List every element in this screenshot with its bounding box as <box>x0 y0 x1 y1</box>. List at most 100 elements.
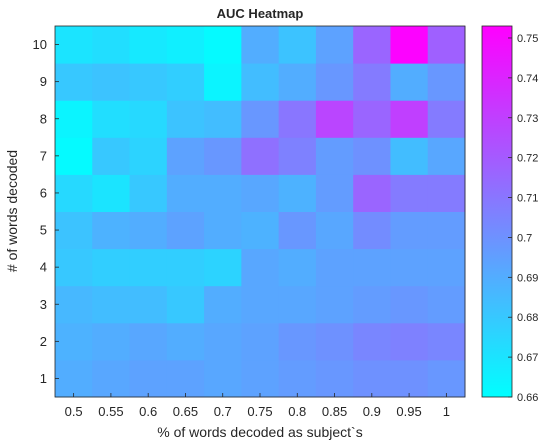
heatmap-cell <box>241 322 280 361</box>
heatmap-cell <box>92 137 131 175</box>
heatmap-cell <box>55 248 93 287</box>
heatmap-cells <box>55 26 466 398</box>
heatmap-cell <box>92 63 131 101</box>
y-axis-label: # of words decoded <box>4 150 20 272</box>
x-tick-label: 0.8 <box>288 404 306 419</box>
colorbar-tick-label: 0.75 <box>517 33 538 45</box>
heatmap-cell <box>390 100 429 138</box>
x-axis-label: % of words decoded as subject`s <box>157 424 362 440</box>
heatmap-cell <box>129 359 168 398</box>
heatmap-cell <box>353 285 391 324</box>
y-tick-label: 6 <box>40 185 47 200</box>
colorbar-tick-label: 0.66 <box>517 392 538 404</box>
heatmap-cell <box>315 248 354 287</box>
heatmap-cell <box>55 359 93 398</box>
y-tick-label: 8 <box>40 111 47 126</box>
heatmap-cell <box>278 359 317 398</box>
heatmap-cell <box>353 100 391 138</box>
heatmap-cell <box>129 174 168 212</box>
heatmap-cell <box>92 26 131 64</box>
colorbar-tick-label: 0.74 <box>517 73 538 85</box>
heatmap-cell <box>427 285 466 324</box>
heatmap-cell <box>390 137 429 175</box>
heatmap-cell <box>241 248 280 287</box>
heatmap-cell <box>129 100 168 138</box>
heatmap-cell <box>129 248 168 287</box>
heatmap-cell <box>166 174 205 212</box>
heatmap-cell <box>353 63 391 101</box>
heatmap-cell <box>353 211 391 250</box>
heatmap-cell <box>92 174 131 212</box>
heatmap-cell <box>204 211 242 250</box>
heatmap-cell <box>204 137 242 175</box>
heatmap-cell <box>427 174 466 212</box>
heatmap-cell <box>278 174 317 212</box>
heatmap-cell <box>427 100 466 138</box>
heatmap-cell <box>427 63 466 101</box>
x-tick-label: 1 <box>443 404 450 419</box>
heatmap-cell <box>55 285 93 324</box>
y-tick-label: 2 <box>40 334 47 349</box>
x-tick-label: 0.6 <box>139 404 157 419</box>
heatmap-cell <box>55 100 93 138</box>
heatmap-cell <box>55 174 93 212</box>
heatmap-cell <box>278 322 317 361</box>
x-tick-label: 0.85 <box>322 404 347 419</box>
heatmap-cell <box>427 137 466 175</box>
heatmap-cell <box>204 285 242 324</box>
heatmap-cell <box>129 26 168 64</box>
heatmap-cell <box>315 100 354 138</box>
y-tick-label: 1 <box>40 371 47 386</box>
heatmap-cell <box>315 211 354 250</box>
colorbar-tick-label: 0.68 <box>517 312 538 324</box>
heatmap-cell <box>129 322 168 361</box>
heatmap-cell <box>278 100 317 138</box>
heatmap-cell <box>55 322 93 361</box>
heatmap-cell <box>241 211 280 250</box>
heatmap-cell <box>390 248 429 287</box>
heatmap-cell <box>204 322 242 361</box>
heatmap-cell <box>390 211 429 250</box>
heatmap-cell <box>315 174 354 212</box>
heatmap-cell <box>241 285 280 324</box>
heatmap-cell <box>241 100 280 138</box>
heatmap-cell <box>390 63 429 101</box>
y-tick-label: 9 <box>40 74 47 89</box>
heatmap-cell <box>55 137 93 175</box>
heatmap-cell <box>390 26 429 64</box>
heatmap-cell <box>353 174 391 212</box>
x-tick-label: 0.9 <box>363 404 381 419</box>
heatmap-cell <box>390 359 429 398</box>
heatmap-cell <box>278 137 317 175</box>
y-tick-label: 3 <box>40 297 47 312</box>
heatmap-cell <box>427 359 466 398</box>
colorbar-tick-label: 0.71 <box>517 193 538 205</box>
heatmap-cell <box>427 26 466 64</box>
heatmap-cell <box>204 174 242 212</box>
heatmap-cell <box>92 359 131 398</box>
y-axis-ticks: 1 2 3 4 5 6 7 8 9 10 <box>33 37 59 386</box>
heatmap-cell <box>166 26 205 64</box>
heatmap-cell <box>315 359 354 398</box>
heatmap-cell <box>166 322 205 361</box>
colorbar <box>481 25 513 398</box>
heatmap-cell <box>390 285 429 324</box>
heatmap-cell <box>315 322 354 361</box>
heatmap-cell <box>166 248 205 287</box>
heatmap-cell <box>92 248 131 287</box>
y-tick-label: 7 <box>40 148 47 163</box>
colorbar-tick-label: 0.73 <box>517 113 538 125</box>
heatmap-cell <box>129 137 168 175</box>
heatmap-cell <box>278 248 317 287</box>
heatmap-cell <box>353 359 391 398</box>
heatmap-cell <box>204 26 242 64</box>
heatmap-cell <box>315 63 354 101</box>
heatmap-cell <box>353 137 391 175</box>
x-tick-label: 0.7 <box>214 404 232 419</box>
heatmap-cell <box>166 63 205 101</box>
heatmap-cell <box>241 174 280 212</box>
y-tick-label: 10 <box>33 37 47 52</box>
heatmap-cell <box>204 359 242 398</box>
